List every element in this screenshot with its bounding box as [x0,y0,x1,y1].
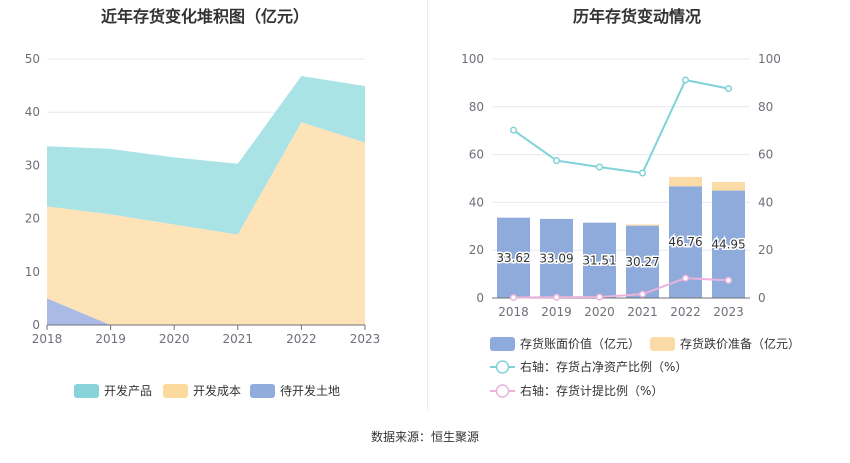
right-x-tick-label: 2022 [670,305,701,319]
right-x-tick-label: 2020 [584,305,615,319]
right-y-right-tick-label: 20 [758,243,773,257]
bar-inventory-value [540,218,573,298]
area-2 [47,122,365,325]
line-point [552,157,561,165]
line-point [724,85,733,93]
left-y-tick-label: 0 [32,318,40,332]
left-x-tick-label: 2018 [32,332,63,346]
right-y-right-tick-label: 60 [758,148,773,162]
bar-value-label: 33.09 [539,251,573,265]
right-y-left-tick-label: 80 [469,100,484,114]
right-x-tick-label: 2023 [713,305,744,319]
right-y-left-tick-label: 40 [469,195,484,209]
line-point [638,169,647,177]
line-point [724,276,733,284]
line-series-1 [512,78,729,175]
bar-impairment-reserve [669,176,702,187]
data-source-note: 数据来源：恒生聚源 [370,430,479,444]
left-y-tick-label: 40 [25,105,40,119]
area-3 [47,76,365,235]
right-y-left-tick-label: 100 [461,52,484,66]
left-y-tick-label: 10 [25,265,40,279]
right-legend-line-marker [495,384,510,398]
left-y-tick-label: 30 [25,158,40,172]
left-x-tick-label: 2021 [223,332,254,346]
bar-inventory-value [497,217,530,298]
bar-value-label: 33.62 [496,251,530,265]
right-x-tick-label: 2021 [627,305,658,319]
bar-inventory-value [626,225,659,298]
right-legend-label: 存货跌价准备（亿元） [680,336,800,351]
line-point [509,293,518,302]
left-legend-label: 待开发土地 [280,383,340,398]
line-point [509,126,518,134]
right-legend-swatch-reserve [650,337,675,351]
line-series-2 [513,277,729,299]
line-point [595,293,604,301]
left-legend-label: 开发成本 [193,383,241,398]
left-legend-swatch [163,384,188,398]
right-y-right-tick-label: 80 [758,100,773,114]
area-1 [47,298,365,325]
right-y-left-tick-label: 60 [469,148,484,162]
bar-impairment-reserve [626,224,659,226]
bar-impairment-reserve [712,181,745,191]
bar-value-label: 46.76 [668,235,702,249]
right-x-tick-label: 2018 [498,305,529,319]
left-chart-title: 近年存货变化堆积图（亿元） [101,7,309,26]
left-legend-swatch [250,384,275,398]
right-y-right-tick-label: 0 [758,291,766,305]
right-legend-swatch-value [490,337,515,351]
right-x-tick-label: 2019 [541,305,572,319]
line-point [681,274,690,282]
panel-divider [427,0,428,410]
right-legend-label: 右轴：存货占净资产比例（%） [520,359,687,374]
right-y-right-tick-label: 100 [758,52,781,66]
left-x-tick-label: 2019 [95,332,126,346]
line-point [595,163,604,171]
bar-value-label: 44.95 [711,237,745,251]
line-point [638,290,647,298]
left-y-tick-label: 50 [25,52,40,66]
line-point [681,76,690,84]
left-x-tick-label: 2022 [286,332,317,346]
right-y-left-tick-label: 20 [469,243,484,257]
bar-inventory-value [583,222,616,298]
right-legend-label: 存货账面价值（亿元） [520,336,640,351]
right-chart-title: 历年存货变动情况 [573,7,701,26]
left-legend-swatch [74,384,99,398]
line-point [552,293,561,301]
right-y-right-tick-label: 40 [758,195,773,209]
left-x-tick-label: 2020 [159,332,190,346]
right-legend-label: 右轴：存货计提比例（%） [520,383,663,398]
left-x-tick-label: 2023 [350,332,381,346]
bar-value-label: 30.27 [625,255,659,269]
left-legend-label: 开发产品 [104,383,152,398]
right-legend-line-marker [495,360,510,374]
left-y-tick-label: 20 [25,212,40,226]
bar-value-label: 31.51 [582,253,616,267]
right-y-left-tick-label: 0 [476,291,484,305]
